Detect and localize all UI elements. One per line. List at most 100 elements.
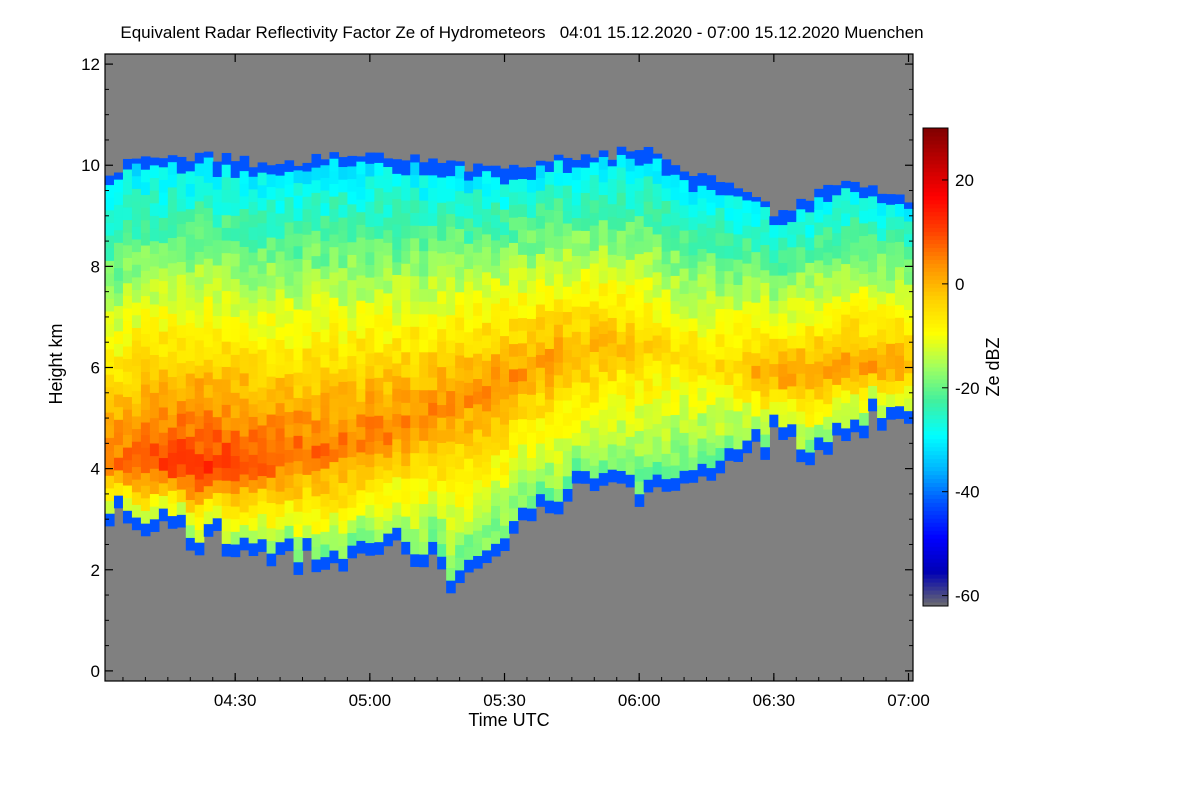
heatmap-cell	[149, 177, 160, 191]
heatmap-cell	[428, 162, 438, 176]
heatmap-cell	[158, 255, 169, 269]
heatmap-cell	[113, 368, 124, 382]
heatmap-cell	[904, 296, 914, 311]
heatmap-cell	[446, 213, 456, 227]
heatmap-cell	[544, 196, 555, 210]
heatmap-cell	[428, 174, 438, 188]
heatmap-cell	[383, 444, 393, 458]
heatmap-cell	[194, 352, 205, 366]
heatmap-cell	[814, 323, 824, 337]
heatmap-cell	[832, 359, 842, 373]
heatmap-cell	[383, 229, 393, 243]
heatmap-cell	[105, 513, 115, 527]
colorbar-segment	[923, 231, 948, 237]
heatmap-cell	[607, 279, 618, 293]
heatmap-cell	[392, 274, 402, 288]
heatmap-cell	[149, 455, 160, 469]
colorbar-segment	[923, 522, 948, 527]
heatmap-cell	[419, 452, 429, 467]
heatmap-cell	[805, 274, 815, 289]
heatmap-cell	[419, 490, 429, 505]
heatmap-cell	[149, 379, 160, 393]
heatmap-cell	[625, 151, 636, 159]
heatmap-cell	[284, 499, 295, 514]
heatmap-cell	[787, 272, 797, 286]
heatmap-cell	[105, 348, 115, 363]
heatmap-cell	[194, 478, 205, 493]
heatmap-cell	[688, 229, 699, 243]
heatmap-cell	[724, 207, 735, 221]
heatmap-cell	[787, 234, 797, 248]
heatmap-cell	[760, 408, 770, 422]
heatmap-cell	[679, 356, 690, 370]
heatmap-cell	[877, 341, 887, 355]
heatmap-cell	[194, 365, 205, 379]
heatmap-cell	[652, 410, 663, 425]
heatmap-cell	[535, 354, 546, 368]
heatmap-cell	[410, 490, 420, 504]
heatmap-cell	[140, 156, 151, 170]
heatmap-cell	[553, 437, 564, 452]
heatmap-cell	[652, 398, 663, 412]
heatmap-cell	[365, 491, 375, 506]
heatmap-cell	[437, 379, 447, 393]
heatmap-cell	[589, 224, 600, 239]
heatmap-cell	[832, 219, 842, 234]
heatmap-cell	[643, 314, 654, 329]
heatmap-cell	[275, 288, 286, 303]
heatmap-cell	[311, 381, 322, 396]
colorbar-tick-label: 20	[955, 171, 974, 190]
heatmap-cell	[859, 222, 869, 237]
heatmap-cell	[293, 549, 304, 563]
heatmap-cell	[652, 334, 663, 349]
heatmap-cell	[661, 301, 672, 315]
heatmap-cell	[392, 160, 402, 174]
heatmap-cell	[464, 171, 474, 181]
heatmap-cell	[616, 192, 627, 206]
heatmap-cell	[221, 366, 232, 380]
heatmap-cell	[131, 466, 142, 480]
heatmap-cell	[329, 271, 340, 286]
heatmap-cell	[329, 398, 340, 412]
heatmap-cell	[392, 337, 402, 351]
heatmap-cell	[140, 497, 151, 512]
heatmap-cell	[751, 226, 761, 240]
heatmap-cell	[526, 229, 537, 244]
heatmap-cell	[248, 542, 259, 557]
heatmap-cell	[751, 276, 761, 291]
heatmap-cell	[284, 285, 295, 299]
heatmap-cell	[464, 420, 474, 434]
heatmap-cell	[284, 221, 295, 236]
heatmap-cell	[311, 217, 322, 231]
heatmap-cell	[589, 199, 600, 213]
heatmap-cell	[176, 463, 187, 477]
heatmap-cell	[562, 286, 573, 300]
heatmap-cell	[500, 537, 510, 551]
colorbar-segment	[923, 267, 948, 272]
heatmap-cell	[688, 355, 699, 370]
heatmap-cell	[212, 353, 223, 367]
heatmap-cell	[284, 171, 295, 185]
heatmap-cell	[365, 479, 375, 493]
heatmap-cell	[401, 301, 411, 315]
colorbar-segment	[923, 351, 948, 356]
heatmap-cell	[356, 375, 366, 390]
colorbar-segment	[923, 219, 948, 225]
heatmap-cell	[598, 156, 609, 170]
heatmap-cell	[607, 443, 618, 458]
heatmap-cell	[230, 291, 241, 305]
heatmap-cell	[464, 533, 474, 548]
heatmap-cell	[634, 341, 645, 356]
heatmap-cell	[437, 303, 447, 317]
heatmap-cell	[401, 187, 411, 201]
heatmap-cell	[688, 431, 699, 445]
heatmap-cell	[760, 370, 770, 385]
heatmap-cell	[553, 185, 564, 199]
heatmap-cell	[706, 341, 717, 355]
heatmap-cell	[383, 419, 393, 433]
heatmap-cell	[140, 523, 151, 537]
heatmap-cell	[194, 152, 205, 164]
heatmap-cell	[688, 368, 699, 382]
colorbar-label: Ze dBZ	[983, 337, 1003, 396]
heatmap-cell	[392, 211, 402, 225]
